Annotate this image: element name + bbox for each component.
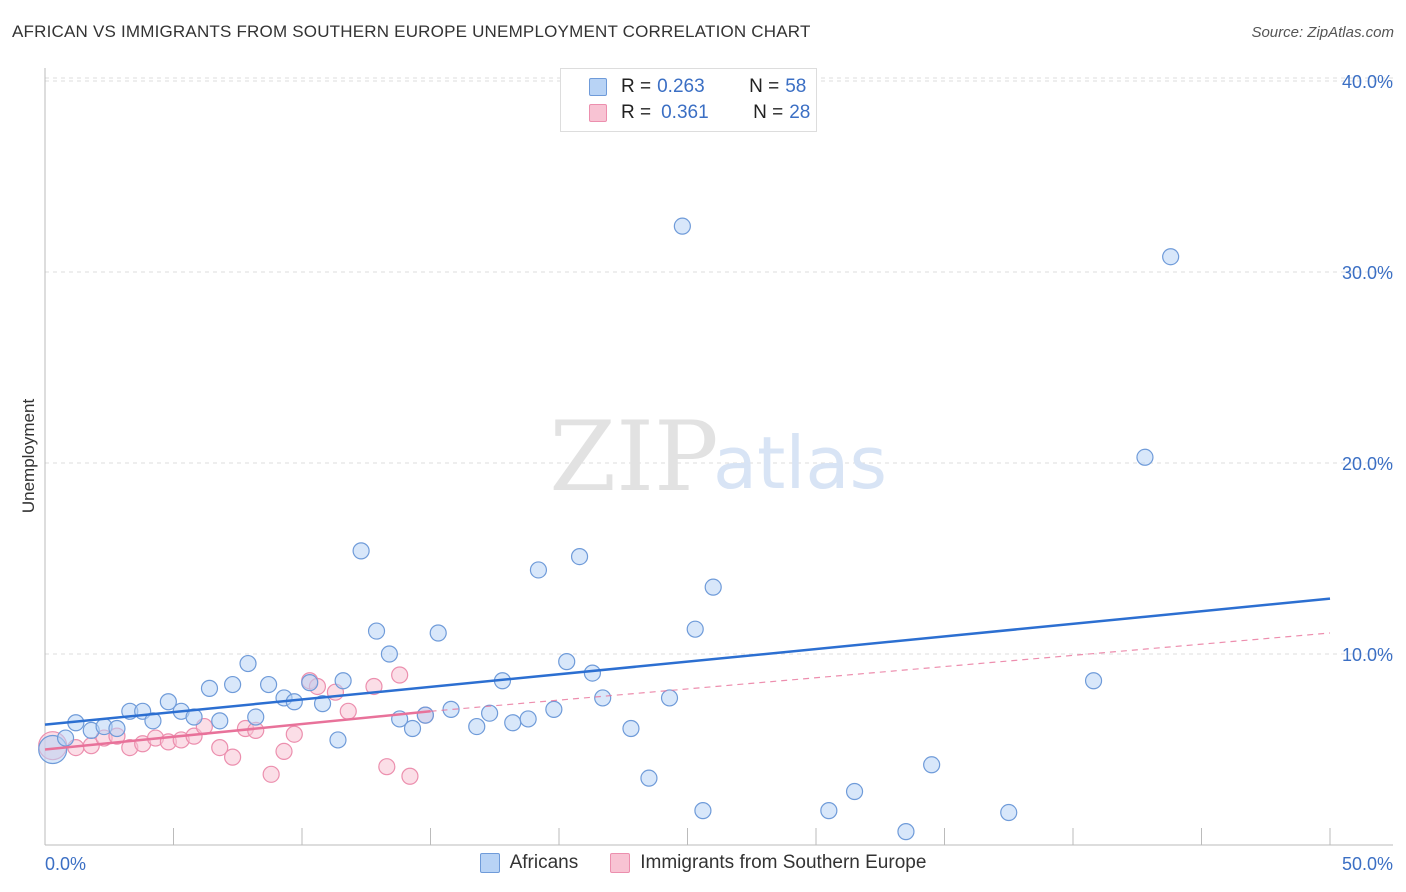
legend-item-immigrants[interactable]: Immigrants from Southern Europe [610, 852, 926, 874]
n-label: N = [749, 76, 780, 97]
y-tick-label: 40.0% [1342, 72, 1393, 92]
point-africans [481, 704, 499, 722]
point-africans [558, 653, 576, 671]
point-immigrants [401, 767, 419, 785]
trendlines [44, 597, 1331, 751]
point-africans [468, 717, 486, 736]
point-africans [108, 719, 126, 738]
r-value-immigrants: 0.361 [661, 102, 709, 123]
legend-label-africans: Africans [509, 852, 579, 873]
point-immigrants [285, 725, 303, 743]
point-africans [159, 693, 177, 711]
legend-row-immigrants: R = 0.361 N = 28 [561, 100, 830, 126]
point-africans [923, 756, 941, 774]
point-africans [622, 719, 640, 738]
point-africans [694, 802, 712, 820]
point-africans [845, 782, 864, 801]
point-immigrants [275, 742, 293, 761]
n-value-immigrants: 28 [789, 102, 811, 123]
point-africans [594, 689, 612, 707]
point-africans [200, 679, 219, 697]
point-africans [1136, 448, 1154, 466]
point-immigrants [262, 765, 280, 783]
legend-swatch-africans [479, 853, 500, 873]
y-tick-label: 10.0% [1342, 645, 1393, 665]
trendline-immigrants-extended [430, 632, 1331, 712]
point-africans [334, 672, 352, 690]
n-label: N = [753, 102, 784, 123]
trendline-immigrants [44, 710, 431, 751]
tick-labels: 10.0% 20.0% 30.0% 40.0% 0.0% 50.0% Unemploymen… [19, 72, 1393, 874]
point-africans [442, 700, 460, 718]
point-immigrants [391, 666, 409, 684]
point-africans [416, 706, 434, 724]
point-africans [313, 695, 332, 713]
r-label: R = [621, 102, 652, 123]
point-africans [380, 645, 398, 663]
point-immigrants [378, 758, 396, 776]
trendline-africans [44, 597, 1331, 726]
legend-swatch-africans [589, 78, 607, 96]
watermark: ZIP atlas [549, 401, 887, 513]
point-africans [403, 719, 422, 738]
chart-title: AFRICAN VS IMMIGRANTS FROM SOUTHERN EURO… [12, 22, 811, 41]
watermark-zip: ZIP [549, 401, 718, 513]
legend-row-africans: R = 0.263 N = 58 [561, 74, 826, 100]
point-africans [673, 217, 691, 235]
point-immigrants [211, 738, 229, 757]
x-tick-label-max: 50.0% [1342, 854, 1393, 874]
point-africans [545, 700, 563, 718]
point-africans [224, 675, 242, 694]
point-africans [1000, 803, 1018, 822]
point-africans [583, 664, 602, 682]
x-tick-label-min: 0.0% [45, 854, 86, 874]
n-value-africans: 58 [785, 76, 807, 97]
point-africans [820, 802, 838, 820]
legend-swatch-immigrants [610, 853, 631, 873]
point-africans [897, 823, 915, 841]
point-africans [56, 729, 75, 747]
point-africans [247, 708, 265, 726]
point-africans [1084, 672, 1103, 690]
point-immigrants [339, 702, 357, 720]
point-africans [352, 542, 370, 560]
point-africans [1162, 248, 1180, 266]
point-africans [570, 547, 589, 566]
point-africans [301, 674, 319, 692]
point-africans [660, 689, 679, 707]
source-label: Source: ZipAtlas.com [1251, 24, 1394, 41]
point-africans [519, 710, 537, 728]
correlation-legend: R = 0.263 N = 58 R = 0.361 N = 28 [560, 68, 817, 132]
point-africans [429, 624, 447, 642]
point-africans [686, 620, 704, 638]
point-africans [704, 578, 722, 596]
point-immigrants [365, 677, 383, 696]
axes-layer [44, 68, 1393, 846]
point-africans [640, 769, 658, 787]
legend-label-immigrants: Immigrants from Southern Europe [640, 852, 927, 873]
r-label: R = [621, 76, 652, 97]
point-africans [239, 654, 257, 673]
y-tick-label: 20.0% [1342, 454, 1393, 474]
point-africans [259, 675, 278, 694]
legend-swatch-immigrants [589, 104, 607, 122]
point-africans [211, 712, 229, 730]
point-africans [529, 561, 548, 579]
y-tick-label: 30.0% [1342, 263, 1393, 283]
grid-layer [45, 77, 1393, 655]
r-value-africans: 0.263 [657, 76, 705, 97]
series-africans-points [38, 217, 1180, 841]
series-legend: Africans Immigrants from Southern Europe [0, 852, 1406, 874]
legend-item-africans[interactable]: Africans [479, 852, 579, 874]
point-africans [367, 622, 386, 640]
point-immigrants [224, 748, 242, 766]
point-africans [329, 731, 347, 749]
y-axis-label: Unemployment [19, 399, 38, 514]
point-africans [504, 714, 522, 732]
